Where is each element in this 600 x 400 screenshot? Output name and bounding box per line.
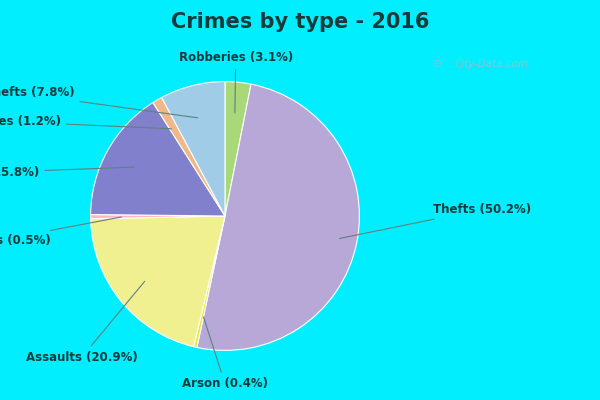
Wedge shape xyxy=(194,216,225,348)
Wedge shape xyxy=(91,102,225,216)
Text: City-Data.com: City-Data.com xyxy=(455,59,529,69)
Text: Assaults (20.9%): Assaults (20.9%) xyxy=(26,281,145,364)
Wedge shape xyxy=(197,84,359,350)
Text: Murders (0.5%): Murders (0.5%) xyxy=(0,217,121,247)
Text: Rapes (1.2%): Rapes (1.2%) xyxy=(0,116,172,129)
Text: Thefts (50.2%): Thefts (50.2%) xyxy=(340,203,532,238)
Text: ⊙: ⊙ xyxy=(433,59,443,69)
Wedge shape xyxy=(91,216,225,347)
Text: Robberies (3.1%): Robberies (3.1%) xyxy=(179,51,293,113)
Text: Crimes by type - 2016: Crimes by type - 2016 xyxy=(171,12,429,32)
Wedge shape xyxy=(91,214,225,219)
Wedge shape xyxy=(153,98,225,216)
Text: Burglaries (15.8%): Burglaries (15.8%) xyxy=(0,166,134,180)
Text: Arson (0.4%): Arson (0.4%) xyxy=(182,317,268,390)
Wedge shape xyxy=(161,82,225,216)
Wedge shape xyxy=(225,82,251,216)
Text: Auto thefts (7.8%): Auto thefts (7.8%) xyxy=(0,86,198,118)
